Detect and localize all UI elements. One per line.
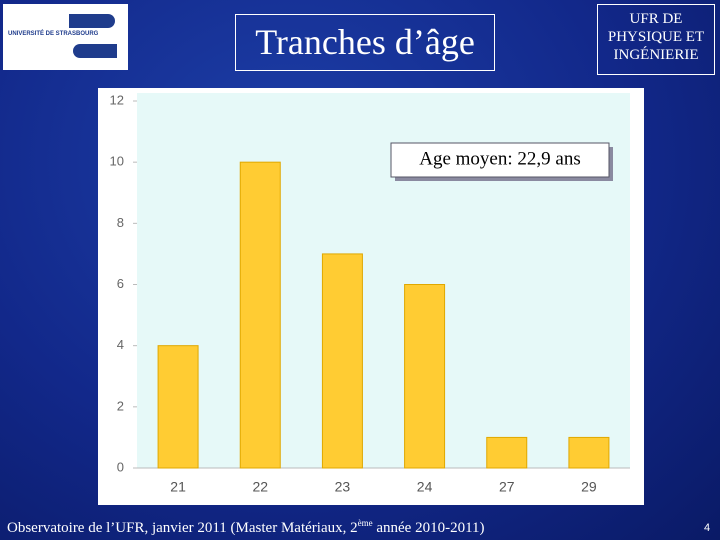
footer-text: Observatoire de l’UFR, janvier 2011 (Mas… <box>7 520 358 536</box>
footer-superscript: ème <box>357 518 373 528</box>
logo: UNIVERSITÉ DE STRASBOURG <box>3 4 128 70</box>
annotation-box <box>390 142 610 178</box>
footer: Observatoire de l’UFR, janvier 2011 (Mas… <box>7 518 485 537</box>
x-tick-label: 22 <box>252 479 268 495</box>
institution-line: PHYSIQUE ET <box>607 29 705 45</box>
bar <box>157 345 199 469</box>
y-tick-label: 4 <box>117 337 124 352</box>
annotation: Age moyen: 22,9 ans <box>419 148 580 169</box>
institution-line: INGÉNIERIE <box>613 47 699 63</box>
logo-shape <box>69 14 115 28</box>
bar <box>404 284 446 469</box>
slide-title: Tranches d’âge <box>235 14 495 71</box>
y-tick-label: 6 <box>117 276 124 291</box>
x-tick-label: 27 <box>499 479 515 495</box>
y-tick-label: 12 <box>110 92 124 107</box>
bar <box>321 253 363 469</box>
x-tick-label: 23 <box>335 479 351 495</box>
x-tick-label: 21 <box>170 479 186 495</box>
logo-shape <box>73 44 117 58</box>
y-tick-label: 2 <box>117 398 124 413</box>
x-tick-label: 29 <box>581 479 597 495</box>
x-tick-label: 24 <box>417 479 433 495</box>
institution: UFR DE PHYSIQUE ET INGÉNIERIE <box>597 4 715 75</box>
bar <box>568 436 610 469</box>
logo-text: UNIVERSITÉ DE STRASBOURG <box>8 31 99 37</box>
page-number: 4 <box>704 522 711 534</box>
footer-text: année 2010-2011) <box>372 520 485 536</box>
y-tick-label: 8 <box>117 215 124 230</box>
institution-line: UFR DE <box>629 11 683 27</box>
bar <box>239 161 281 469</box>
y-tick-label: 10 <box>110 154 124 169</box>
bar <box>486 436 528 469</box>
y-tick-label: 0 <box>117 459 124 474</box>
